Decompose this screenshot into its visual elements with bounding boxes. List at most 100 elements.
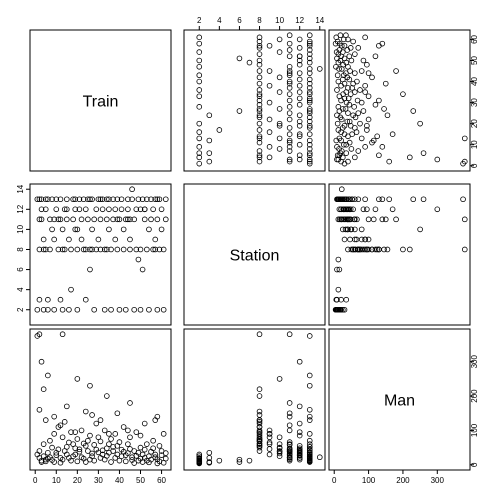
data-point — [434, 156, 441, 163]
data-point — [114, 410, 121, 417]
data-point — [150, 437, 156, 444]
tick-label: 10 — [16, 224, 25, 233]
tick-label: 6 — [16, 267, 25, 272]
data-point — [306, 131, 313, 137]
data-point — [286, 40, 293, 47]
data-point — [286, 413, 293, 420]
data-point — [355, 45, 362, 51]
data-point — [152, 196, 159, 203]
data-point — [59, 306, 66, 313]
data-point — [196, 78, 203, 85]
data-point — [150, 445, 156, 452]
data-point — [296, 420, 303, 427]
data-point — [36, 216, 43, 223]
data-point — [53, 452, 60, 458]
data-point — [49, 226, 55, 233]
data-point — [256, 38, 263, 45]
data-point — [360, 206, 367, 213]
data-point — [286, 80, 293, 87]
data-point — [286, 400, 293, 406]
data-point — [306, 160, 313, 167]
data-point — [306, 110, 313, 116]
data-point — [349, 131, 355, 137]
data-point — [137, 206, 144, 213]
data-point — [47, 216, 53, 223]
data-point — [362, 82, 368, 89]
data-point — [196, 144, 203, 150]
data-point — [256, 152, 263, 159]
data-point — [53, 206, 60, 213]
data-point — [256, 393, 263, 399]
data-point — [162, 455, 169, 462]
data-point — [365, 93, 372, 100]
data-point — [40, 236, 47, 243]
data-point — [349, 196, 355, 203]
data-point — [59, 246, 66, 253]
data-point — [112, 431, 119, 437]
panel-0-1 — [183, 29, 326, 172]
data-point — [156, 443, 163, 449]
data-point — [296, 156, 303, 163]
tick-label: 200 — [470, 389, 479, 403]
panel-frame — [183, 29, 326, 172]
data-point — [372, 206, 379, 213]
data-point — [110, 448, 116, 454]
data-point — [206, 112, 213, 119]
data-point — [296, 443, 303, 449]
data-point — [276, 74, 283, 81]
data-point — [266, 68, 273, 74]
data-point — [80, 196, 87, 203]
data-point — [146, 306, 152, 313]
axis-right-man: 0 100 200 300 — [469, 354, 479, 467]
data-point — [108, 246, 114, 253]
data-point — [382, 216, 389, 223]
data-point — [350, 246, 356, 253]
data-point — [55, 246, 62, 253]
tick-label: 10 — [470, 140, 479, 149]
data-point — [45, 306, 51, 313]
data-point — [118, 206, 125, 213]
data-point — [206, 459, 213, 465]
data-point — [64, 196, 70, 203]
data-point — [296, 455, 303, 461]
tick-label: 8 — [257, 16, 262, 25]
data-point — [104, 393, 110, 399]
data-point — [336, 266, 343, 273]
data-point — [125, 427, 131, 434]
data-point — [343, 216, 349, 223]
data-point — [306, 80, 313, 87]
data-point — [51, 306, 57, 313]
tick-label: 10 — [275, 16, 284, 25]
panel-0-2 — [328, 29, 471, 172]
data-point — [135, 196, 142, 203]
data-point — [337, 32, 344, 39]
data-point — [85, 437, 91, 444]
data-point — [91, 216, 97, 223]
data-point — [337, 196, 344, 203]
data-point — [141, 446, 148, 453]
data-point — [362, 144, 368, 150]
data-point — [72, 196, 79, 203]
data-point — [85, 196, 91, 203]
data-point — [256, 444, 263, 451]
data-point — [45, 196, 51, 203]
data-point — [286, 97, 293, 104]
panel-frame — [183, 328, 326, 471]
data-point — [104, 246, 110, 253]
data-point — [122, 216, 129, 223]
data-point — [306, 447, 313, 454]
data-point — [364, 127, 370, 133]
data-point — [382, 80, 389, 87]
data-point — [196, 64, 203, 70]
data-point — [386, 196, 392, 203]
data-point — [400, 91, 406, 97]
data-point — [296, 358, 303, 365]
data-point — [144, 246, 150, 253]
data-point — [70, 196, 76, 203]
data-point — [120, 226, 127, 233]
tick-label: 6 — [237, 16, 242, 25]
data-point — [306, 47, 313, 53]
data-point — [64, 444, 70, 450]
data-point — [358, 226, 365, 233]
panel-2-0 — [29, 328, 172, 471]
